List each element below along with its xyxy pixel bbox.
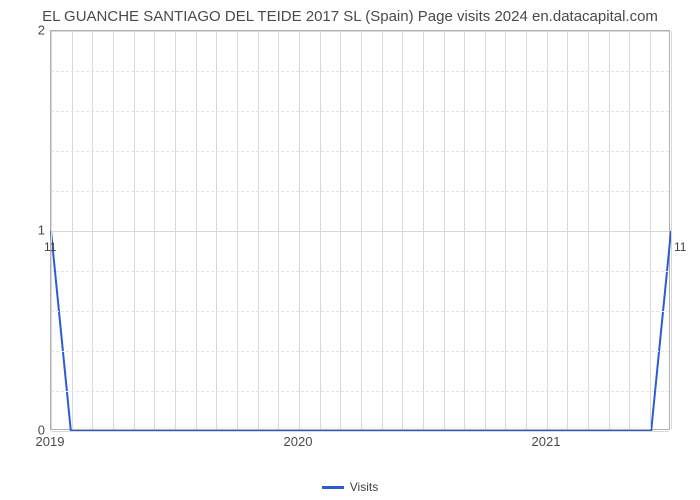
gridline-h	[51, 431, 669, 432]
gridline-v-minor	[237, 31, 238, 429]
gridline-h-minor	[51, 191, 669, 192]
legend-label: Visits	[350, 480, 378, 494]
gridline-v-minor	[361, 31, 362, 429]
gridline-h-minor	[51, 271, 669, 272]
x-tick-label: 2021	[532, 434, 561, 449]
legend: Visits	[0, 480, 700, 494]
gridline-v-minor	[299, 31, 300, 429]
gridline-v-minor	[134, 31, 135, 429]
gridline-h-minor	[51, 71, 669, 72]
gridline-v-minor	[154, 31, 155, 429]
gridline-v-minor	[382, 31, 383, 429]
gridline-v-minor	[402, 31, 403, 429]
gridline-v-minor	[650, 31, 651, 429]
gridline-v-minor	[216, 31, 217, 429]
gridline-v-minor	[92, 31, 93, 429]
plot-area	[50, 30, 670, 430]
gridline-v-minor	[72, 31, 73, 429]
chart-container: EL GUANCHE SANTIAGO DEL TEIDE 2017 SL (S…	[0, 0, 700, 500]
gridline-v-minor	[567, 31, 568, 429]
gridline-h-minor	[51, 151, 669, 152]
x-tick-label: 2020	[284, 434, 313, 449]
gridline-v-minor	[278, 31, 279, 429]
gridline-v-minor	[671, 31, 672, 429]
legend-swatch	[322, 486, 344, 489]
gridline-v-minor	[196, 31, 197, 429]
gridline-v-minor	[113, 31, 114, 429]
gridline-v-minor	[444, 31, 445, 429]
data-point-label: 11	[44, 240, 56, 254]
gridline-v-minor	[423, 31, 424, 429]
gridline-h-minor	[51, 391, 669, 392]
gridline-v-minor	[320, 31, 321, 429]
gridline-v-minor	[175, 31, 176, 429]
gridline-v-minor	[485, 31, 486, 429]
chart-title: EL GUANCHE SANTIAGO DEL TEIDE 2017 SL (S…	[0, 8, 700, 25]
gridline-h-minor	[51, 351, 669, 352]
y-tick-label: 0	[5, 423, 45, 438]
gridline-v-minor	[547, 31, 548, 429]
gridline-v-minor	[505, 31, 506, 429]
gridline-h	[51, 31, 669, 32]
gridline-v-minor	[588, 31, 589, 429]
gridline-h-minor	[51, 111, 669, 112]
gridline-v-minor	[629, 31, 630, 429]
gridline-v	[51, 31, 52, 429]
y-tick-label: 2	[5, 23, 45, 38]
y-tick-label: 1	[5, 223, 45, 238]
data-point-label: 11	[674, 240, 686, 254]
gridline-v-minor	[609, 31, 610, 429]
gridline-h-minor	[51, 311, 669, 312]
gridline-v-minor	[340, 31, 341, 429]
gridline-h	[51, 231, 669, 232]
gridline-v-minor	[526, 31, 527, 429]
gridline-v-minor	[464, 31, 465, 429]
gridline-v-minor	[258, 31, 259, 429]
